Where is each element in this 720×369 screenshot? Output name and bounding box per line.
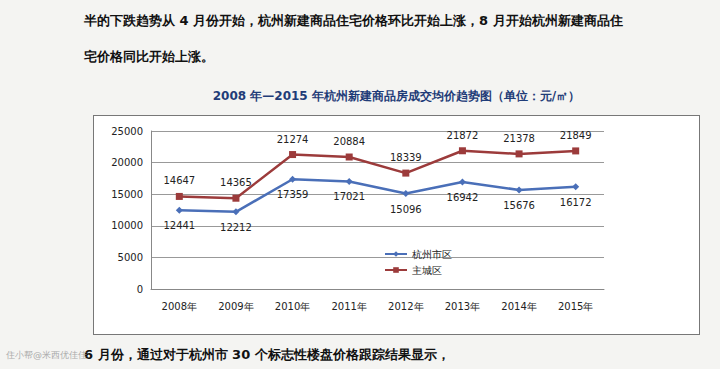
svg-text:20000: 20000 [111,157,143,168]
svg-text:杭州市区: 杭州市区 [411,249,452,260]
svg-text:21378: 21378 [503,133,535,144]
svg-text:21274: 21274 [277,134,309,145]
html-text:半的下跌趋势从 4 月份开始，杭州新建商品住宅价格环比开始上: 半的下跌趋势从 4 月份开始，杭州新建商品住宅价格环比开始上涨，8 月开始杭州新… [84,13,623,28]
svg-text:2012年: 2012年 [388,301,423,312]
svg-text:2010年: 2010年 [275,301,310,312]
svg-text:2013年: 2013年 [445,301,480,312]
svg-text:15000: 15000 [111,189,143,200]
html-text:宅价格同比开始上涨。: 宅价格同比开始上涨。 [84,49,214,64]
svg-text:17359: 17359 [277,189,309,200]
svg-text:21849: 21849 [560,130,592,141]
svg-text:15096: 15096 [390,204,422,215]
svg-text:10000: 10000 [111,220,143,231]
svg-text:15676: 15676 [503,200,535,211]
svg-text:0: 0 [137,284,143,295]
svg-text:2008年: 2008年 [162,301,197,312]
svg-text:5000: 5000 [118,252,143,263]
svg-text:21872: 21872 [447,130,479,141]
svg-text:18339: 18339 [390,152,422,163]
html-text:住小帮@米西优佳佳: 住小帮@米西优佳佳 [6,350,87,360]
svg-text:25000: 25000 [111,126,143,137]
svg-text:12441: 12441 [163,220,195,231]
svg-text:16942: 16942 [447,192,479,203]
svg-text:12212: 12212 [220,222,252,233]
html-text:6 月份，通过对于杭州市 30 个标志性楼盘价格跟踪结果显示: 6 月份，通过对于杭州市 30 个标志性楼盘价格跟踪结果显示， [84,347,450,362]
svg-text:16172: 16172 [560,197,592,208]
svg-text:14365: 14365 [220,177,252,188]
svg-text:17021: 17021 [333,191,365,202]
svg-text:2014年: 2014年 [501,301,536,312]
html-text:2008 年—2015 年杭州新建商品房成交均价趋势图（单位: 2008 年—2015 年杭州新建商品房成交均价趋势图（单位：元/㎡） [212,89,581,103]
svg-text:2011年: 2011年 [331,301,366,312]
svg-text:2015年: 2015年 [558,301,593,312]
svg-text:2009年: 2009年 [218,301,253,312]
svg-text:14647: 14647 [163,175,195,186]
svg-text:主城区: 主城区 [412,265,442,276]
svg-text:20884: 20884 [333,136,365,147]
